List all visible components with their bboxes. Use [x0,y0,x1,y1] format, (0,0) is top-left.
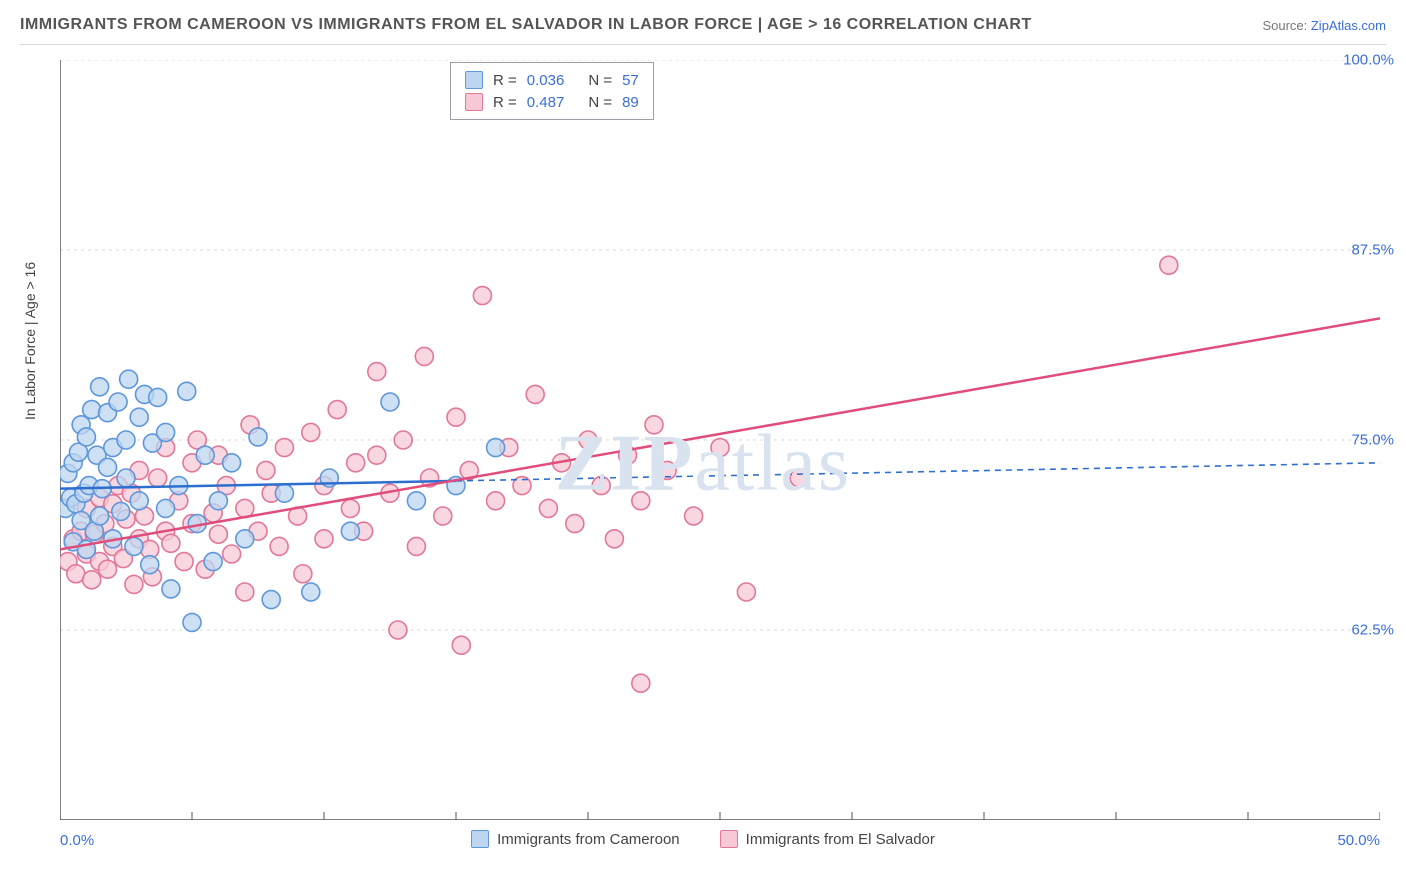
legend-swatch-elsalvador [720,830,738,848]
stat-n-cameroon: 57 [622,72,639,89]
stats-row-elsalvador: R = 0.487 N = 89 [465,91,639,113]
stat-label-n: N = [588,72,612,89]
chart-title: IMMIGRANTS FROM CAMEROON VS IMMIGRANTS F… [20,16,1032,34]
y-tick-label: 100.0% [1343,52,1394,69]
stat-r-elsalvador: 0.487 [527,94,565,111]
title-bar: IMMIGRANTS FROM CAMEROON VS IMMIGRANTS F… [20,16,1386,45]
scatter-plot [60,60,1380,820]
correlation-stats-box: R = 0.036 N = 57 R = 0.487 N = 89 [450,62,654,120]
y-axis-label: In Labor Force | Age > 16 [22,262,38,420]
plot-svg [60,60,1380,820]
swatch-cameroon [465,71,483,89]
y-tick-label: 62.5% [1351,622,1394,639]
y-tick-label: 87.5% [1351,242,1394,259]
stat-label-n: N = [588,94,612,111]
legend-label-cameroon: Immigrants from Cameroon [497,831,680,848]
legend-swatch-cameroon [471,830,489,848]
stat-label-r: R = [493,72,517,89]
swatch-elsalvador [465,93,483,111]
stat-label-r: R = [493,94,517,111]
stat-n-elsalvador: 89 [622,94,639,111]
y-tick-label: 75.0% [1351,432,1394,449]
legend-item-elsalvador: Immigrants from El Salvador [720,830,935,848]
legend-item-cameroon: Immigrants from Cameroon [471,830,680,848]
source-prefix: Source: [1262,18,1310,33]
bottom-legend: Immigrants from Cameroon Immigrants from… [0,830,1406,848]
source-link[interactable]: ZipAtlas.com [1311,18,1386,33]
legend-label-elsalvador: Immigrants from El Salvador [746,831,935,848]
source-attribution: Source: ZipAtlas.com [1262,18,1386,33]
stats-row-cameroon: R = 0.036 N = 57 [465,69,639,91]
stat-r-cameroon: 0.036 [527,72,565,89]
